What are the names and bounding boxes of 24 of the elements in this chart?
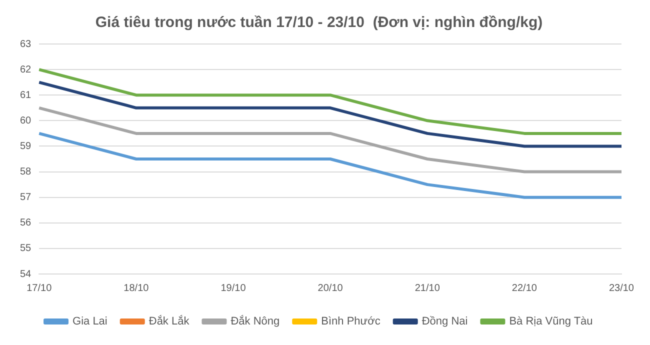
x-tick-label: 20/10	[318, 282, 344, 294]
y-tick-label: 54	[20, 268, 32, 280]
x-tick-label: 21/10	[414, 282, 440, 294]
y-tick-label: 55	[20, 243, 32, 254]
y-tick-label: 58	[20, 166, 32, 178]
legend-label: Đồng Nai	[422, 316, 468, 328]
legend-label: Gia Lai	[72, 316, 108, 328]
x-tick-label: 23/10	[608, 282, 634, 294]
x-tick-label: 18/10	[124, 282, 150, 294]
y-tick-label: 56	[20, 218, 32, 229]
legend-label: Bình Phước	[321, 316, 381, 328]
y-tick-label: 63	[20, 38, 32, 50]
y-tick-label: 61	[20, 90, 32, 101]
x-tick-label: 22/10	[512, 282, 538, 294]
y-tick-label: 57	[20, 192, 32, 204]
legend-label: Đắk Lắk	[148, 314, 190, 328]
legend-label: Bà Rịa Vũng Tàu	[509, 316, 593, 328]
x-tick-label: 19/10	[220, 282, 246, 294]
legend-label: Đắk Nông	[230, 314, 280, 328]
y-tick-label: 60	[20, 115, 32, 126]
x-tick-label: 17/10	[26, 282, 52, 294]
chart-title: Giá tiêu trong nước tuần 17/10 - 23/10 (Đơn vị: nghìn đồng/kg)	[95, 14, 543, 32]
y-tick-label: 59	[20, 140, 32, 152]
y-tick-label: 62	[20, 64, 32, 76]
